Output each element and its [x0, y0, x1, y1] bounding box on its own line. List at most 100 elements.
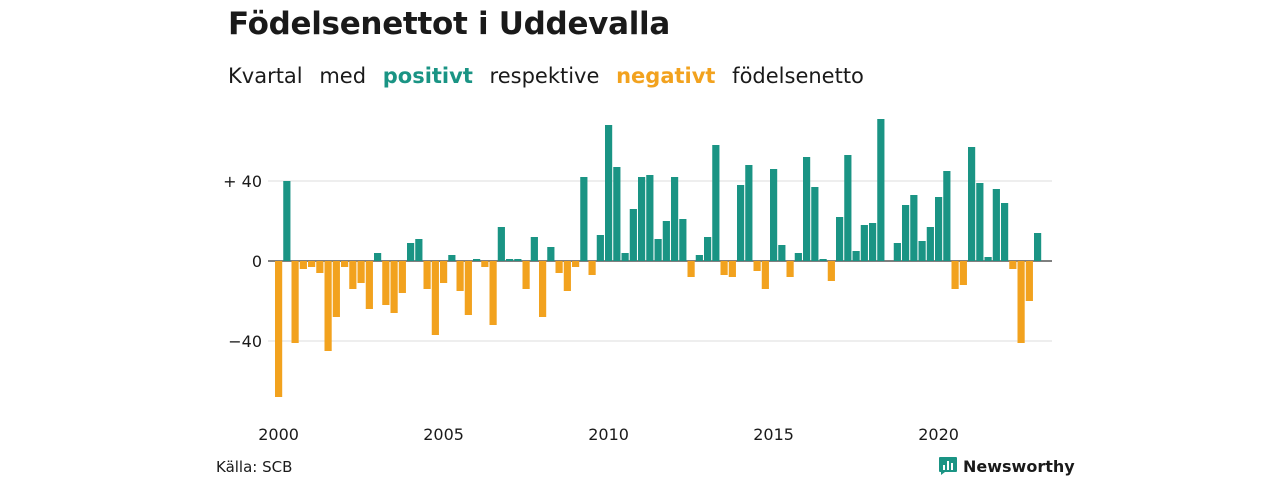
- bar-2012-Q3: [687, 261, 695, 277]
- bar-2001-Q2: [316, 261, 324, 273]
- bar-2014-Q2: [745, 165, 753, 261]
- bar-2020-Q3: [951, 261, 959, 289]
- bar-2002-Q4: [365, 261, 373, 309]
- bar-2005-Q1: [440, 261, 448, 283]
- bar-2019-Q2: [910, 195, 918, 261]
- bar-2013-Q4: [728, 261, 736, 277]
- bar-2021-Q2: [976, 183, 984, 261]
- y-tick-label: 0: [252, 252, 262, 271]
- bar-2020-Q2: [943, 171, 951, 261]
- bar-2001-Q4: [332, 261, 340, 317]
- bar-2007-Q3: [522, 261, 530, 289]
- bar-2010-Q4: [629, 209, 637, 261]
- bar-2003-Q2: [382, 261, 390, 305]
- bar-2000-Q1: [275, 261, 283, 397]
- bar-2006-Q2: [481, 261, 489, 267]
- bar-2013-Q3: [720, 261, 728, 275]
- x-axis-ticks: 2000 2005 2010 2015 2020: [258, 425, 959, 444]
- bar-2006-Q3: [489, 261, 497, 325]
- bar-2009-Q1: [572, 261, 580, 267]
- bar-2007-Q2: [514, 259, 522, 261]
- bar-2020-Q4: [959, 261, 967, 285]
- bar-2009-Q2: [580, 177, 588, 261]
- bar-2005-Q2: [448, 255, 456, 261]
- bar-2001-Q1: [308, 261, 316, 267]
- bar-2015-Q1: [770, 169, 778, 261]
- bar-2018-Q2: [877, 119, 885, 261]
- newsworthy-icon: [939, 457, 957, 475]
- x-tick-label: 2020: [918, 425, 959, 444]
- bar-2001-Q3: [324, 261, 332, 351]
- source-note: Källa: SCB: [216, 458, 293, 476]
- subtitle-word-kvartal: Kvartal: [228, 64, 303, 88]
- subtitle-positive-label: positivt: [382, 64, 473, 88]
- bar-2016-Q2: [811, 187, 819, 261]
- bar-2000-Q2: [283, 181, 291, 261]
- bar-2014-Q4: [761, 261, 769, 289]
- bar-2008-Q3: [555, 261, 563, 273]
- bar-2006-Q4: [497, 227, 505, 261]
- bar-2022-Q4: [1025, 261, 1033, 301]
- bar-2007-Q1: [506, 259, 514, 261]
- bar-2019-Q1: [902, 205, 910, 261]
- subtitle-word-respektive: respektive: [489, 64, 600, 88]
- bar-2022-Q3: [1017, 261, 1025, 343]
- x-tick-label: 2005: [423, 425, 464, 444]
- bar-2000-Q3: [291, 261, 299, 343]
- bar-2010-Q3: [621, 253, 629, 261]
- subtitle-word-fodelsenetto: födelsenetto: [732, 64, 864, 88]
- bar-2004-Q3: [423, 261, 431, 289]
- bar-2008-Q2: [547, 247, 555, 261]
- bar-2021-Q4: [992, 189, 1000, 261]
- bar-2003-Q3: [390, 261, 398, 313]
- bar-2013-Q2: [712, 145, 720, 261]
- subtitle-word-med: med: [319, 64, 367, 88]
- bar-2021-Q1: [968, 147, 976, 261]
- bar-2004-Q1: [407, 243, 415, 261]
- bar-2017-Q1: [836, 217, 844, 261]
- bar-2012-Q4: [695, 255, 703, 261]
- bar-2021-Q3: [984, 257, 992, 261]
- bar-2010-Q2: [613, 167, 621, 261]
- bar-2023-Q1: [1034, 233, 1042, 261]
- bar-2020-Q1: [935, 197, 943, 261]
- bar-2017-Q2: [844, 155, 852, 261]
- bar-2015-Q3: [786, 261, 794, 277]
- subtitle-negative-label: negativt: [616, 64, 716, 88]
- bar-2012-Q2: [679, 219, 687, 261]
- brand-logo: Newsworthy: [938, 456, 1075, 476]
- bar-2015-Q4: [794, 253, 802, 261]
- x-tick-label: 2015: [753, 425, 794, 444]
- bar-2013-Q1: [704, 237, 712, 261]
- bar-2005-Q3: [456, 261, 464, 291]
- bar-2004-Q4: [431, 261, 439, 335]
- y-axis-ticks: + 40 0 −40: [223, 172, 262, 351]
- bar-2012-Q1: [671, 177, 679, 261]
- brand-name: Newsworthy: [963, 456, 1075, 476]
- bar-2018-Q4: [893, 243, 901, 261]
- bar-2008-Q1: [539, 261, 547, 317]
- bar-2016-Q3: [819, 259, 827, 261]
- bar-2014-Q3: [753, 261, 761, 271]
- x-tick-label: 2010: [588, 425, 629, 444]
- bar-2019-Q4: [926, 227, 934, 261]
- bar-2018-Q1: [869, 223, 877, 261]
- y-tick-label: + 40: [223, 172, 262, 191]
- bar-2006-Q1: [473, 259, 481, 261]
- bar-2011-Q4: [662, 221, 670, 261]
- bar-2011-Q2: [646, 175, 654, 261]
- bar-2004-Q2: [415, 239, 423, 261]
- bars-group: [275, 119, 1042, 397]
- bar-2011-Q1: [638, 177, 646, 261]
- bar-2000-Q4: [299, 261, 307, 269]
- bar-2017-Q3: [852, 251, 860, 261]
- chart-title: Födelsenettot i Uddevalla: [228, 6, 670, 42]
- bar-2011-Q3: [654, 239, 662, 261]
- bar-2019-Q3: [918, 241, 926, 261]
- bar-2002-Q2: [349, 261, 357, 289]
- bar-2002-Q1: [341, 261, 349, 267]
- bar-2007-Q4: [530, 237, 538, 261]
- bar-2009-Q4: [596, 235, 604, 261]
- bar-2010-Q1: [605, 125, 613, 261]
